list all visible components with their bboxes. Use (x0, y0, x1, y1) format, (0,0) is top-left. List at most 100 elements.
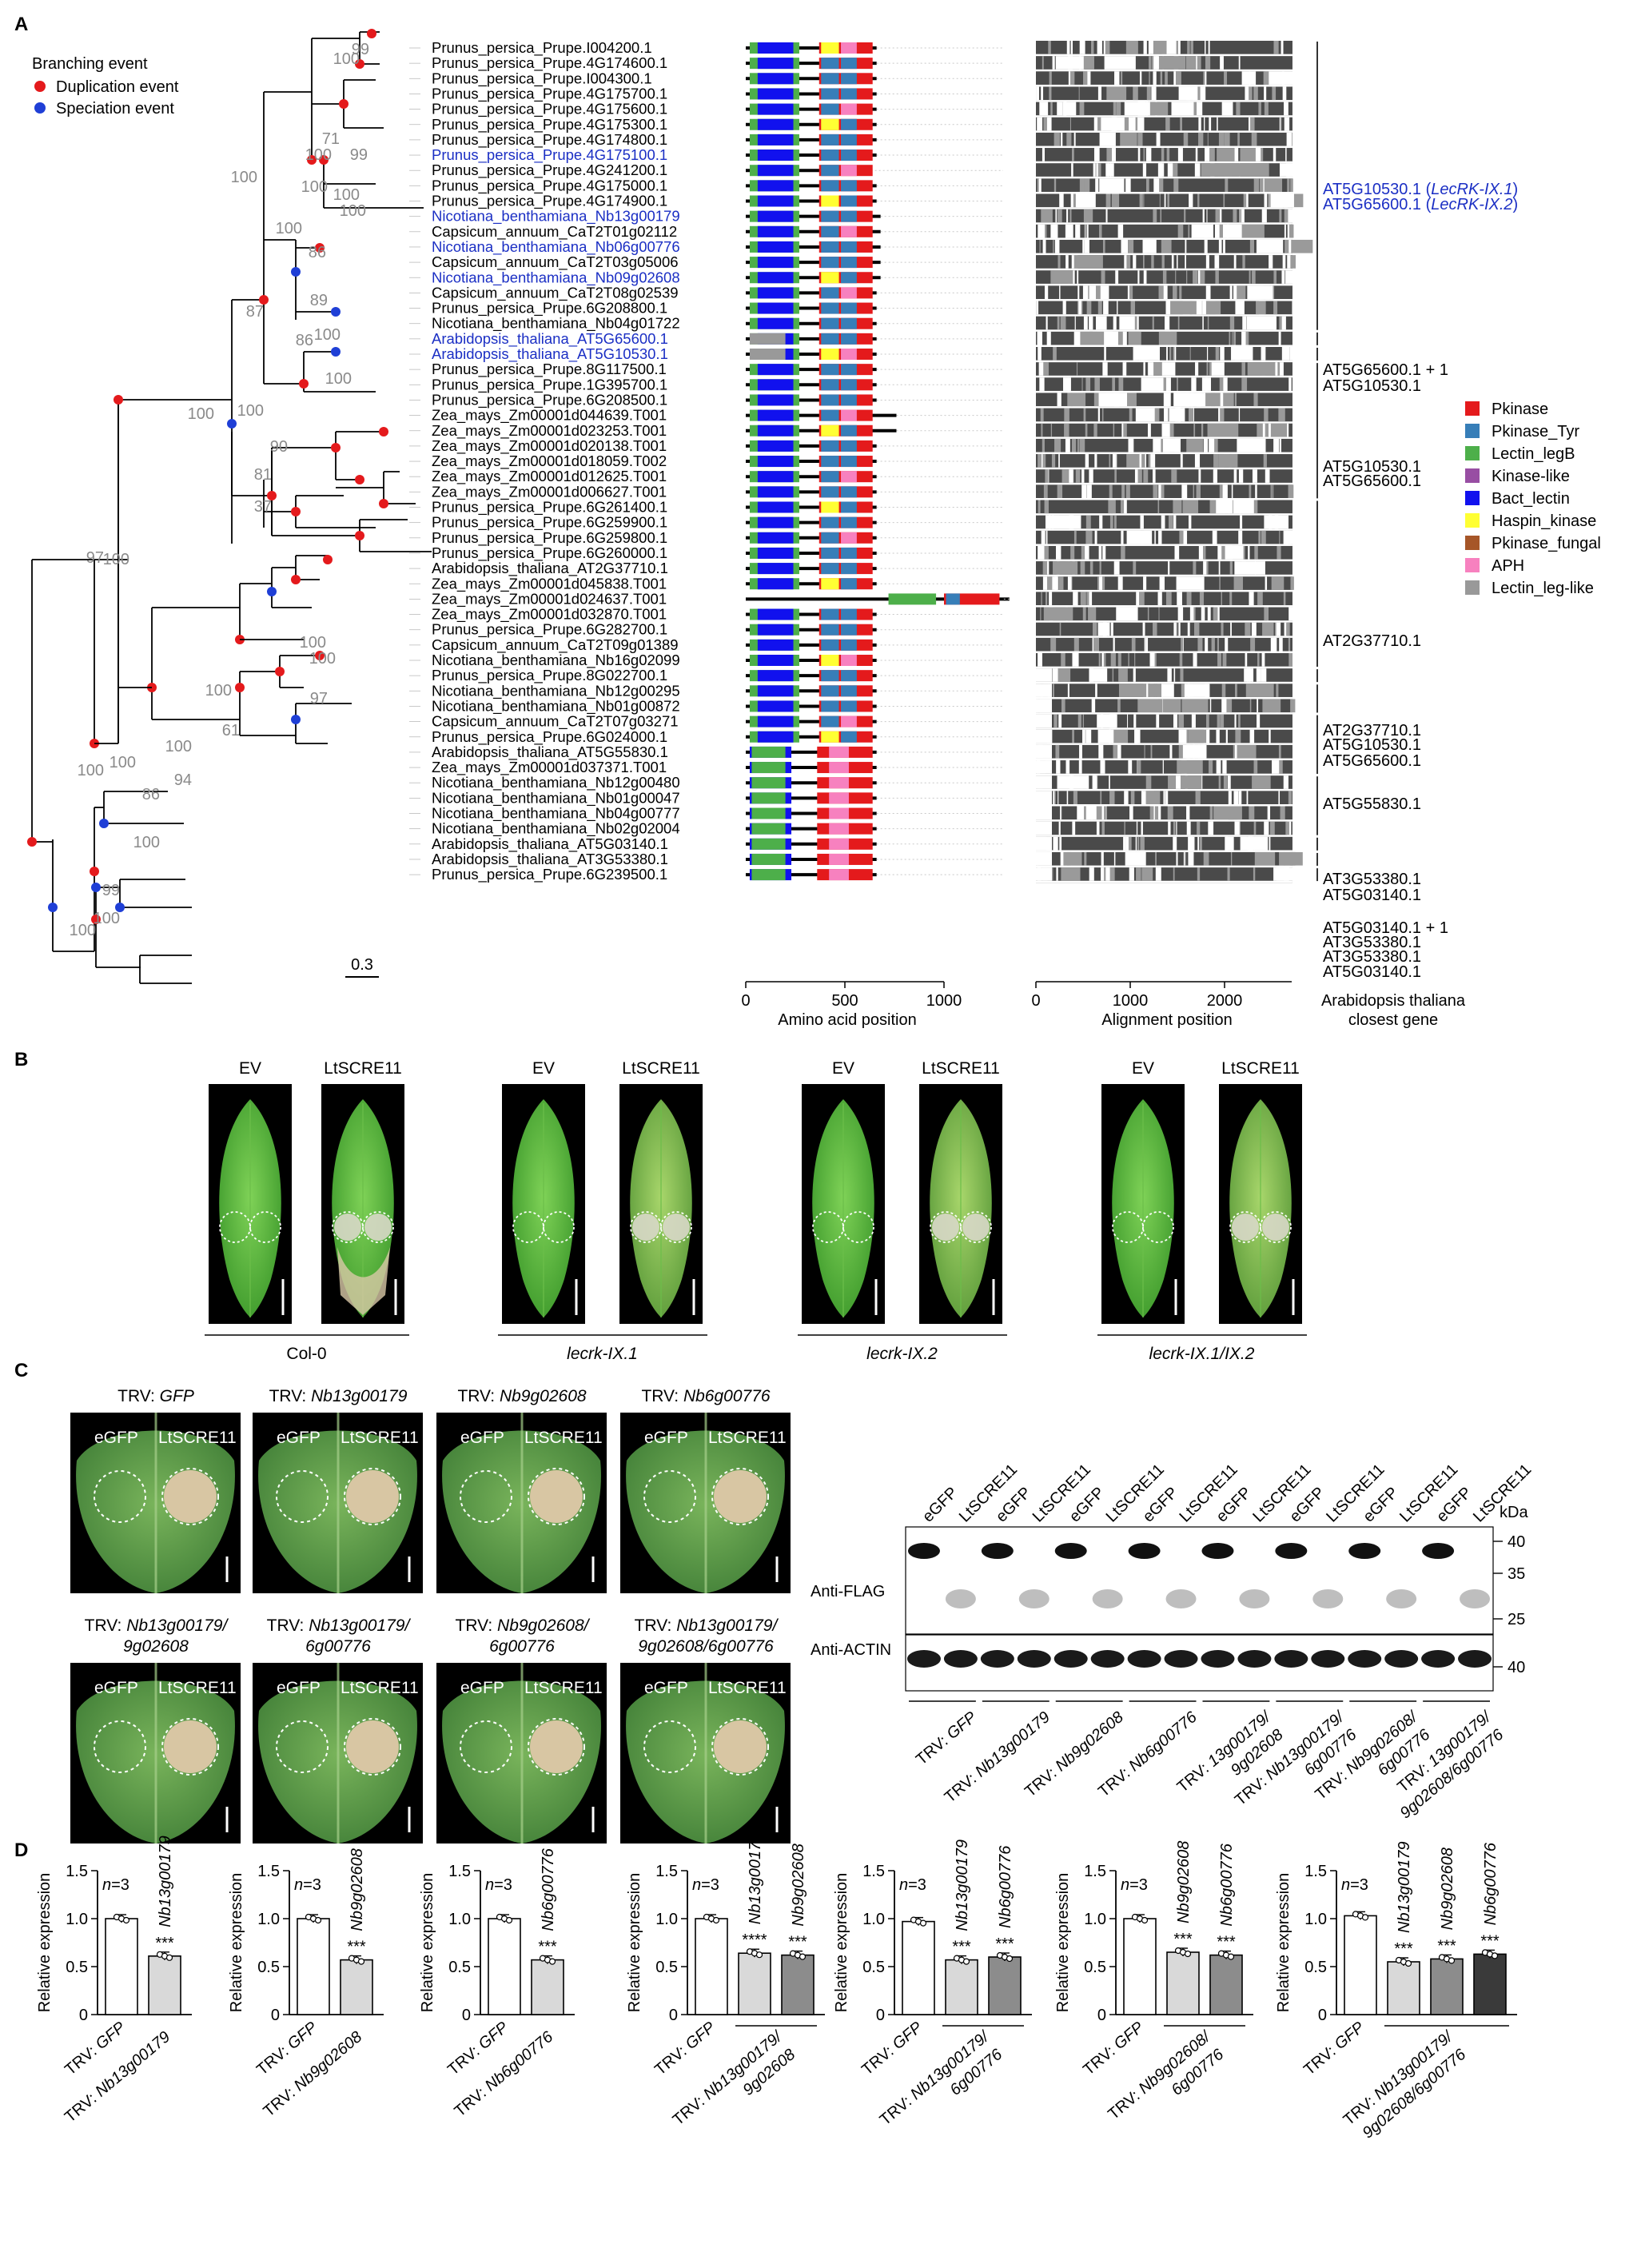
leaf-label: Prunus_persica_Prupe.4G175300.1 (432, 116, 667, 134)
alignment-gap (1148, 41, 1153, 54)
n-label: n=3 (899, 1876, 926, 1894)
alignment-gap (1273, 148, 1277, 161)
alignment-gap (1186, 393, 1193, 407)
n-label: n=3 (1121, 1876, 1148, 1894)
alignment-gap (1218, 239, 1222, 253)
flag-band-egfp (1422, 1543, 1455, 1559)
alignment-gap (1080, 561, 1085, 575)
alignment-gap (1197, 867, 1201, 881)
alignment-row-gap (1036, 880, 1292, 883)
alignment-gap (1204, 117, 1205, 131)
alignment-gap (1181, 729, 1187, 743)
alignment-gap (1111, 148, 1116, 161)
flag-band-egfp (907, 1543, 940, 1559)
domain-block (751, 777, 786, 789)
domain-block (821, 670, 839, 682)
alignment-gap (1203, 438, 1209, 452)
alignment-gap (1040, 408, 1044, 422)
alignment-gap (1154, 806, 1160, 820)
actin-band (980, 1650, 1014, 1668)
domain-block (821, 440, 839, 452)
alignment-gap (1187, 41, 1190, 54)
alignment-gap (1264, 86, 1267, 101)
alignment-gap (1261, 209, 1267, 223)
alignment-gap (1113, 729, 1129, 743)
alignment-row-gap (1036, 360, 1292, 363)
y-tick-label: 0.5 (1084, 1959, 1106, 1976)
alignment-gap (1240, 515, 1243, 529)
domain-block (841, 379, 857, 391)
duplication-node (275, 667, 285, 676)
alignment-row-gap (1036, 559, 1292, 562)
alignment-gap (1201, 775, 1203, 789)
domain-block (841, 655, 857, 666)
alignment-gap (1166, 362, 1176, 376)
alignment-gap (1243, 193, 1249, 208)
alignment-gap (1205, 148, 1210, 161)
alignment-gap (1089, 469, 1093, 483)
alignment-gap (1256, 301, 1266, 315)
domain-block (841, 501, 857, 513)
alignment-gap (1057, 209, 1062, 223)
alignment-gap (1136, 592, 1141, 606)
alignment-gap (1111, 193, 1120, 208)
replicate-point (1448, 1957, 1456, 1964)
alignment-gap (1062, 102, 1065, 116)
alignment-gap (1206, 714, 1209, 728)
alignment-gap (1238, 530, 1243, 544)
alignment-row-gap (1036, 192, 1292, 194)
flag-band-ltscre11 (1312, 1589, 1344, 1608)
alignment-gap (1144, 637, 1146, 652)
infiltration-circle (960, 1211, 992, 1243)
alignment-gap (1267, 806, 1271, 820)
domain-block (757, 195, 794, 207)
infiltration-circle (1142, 1211, 1174, 1243)
text-part: Nb9g02608 (500, 1387, 587, 1405)
y-tick-label: 1.5 (66, 1863, 88, 1880)
flag-band-ltscre11 (1092, 1589, 1123, 1608)
ltscre11-spot-label: LtSCRE11 (341, 1429, 419, 1447)
alignment-gap (1038, 362, 1044, 376)
alignment-gap (1123, 836, 1126, 851)
alignment-gap (1193, 423, 1196, 437)
alignment-gap (1113, 316, 1117, 330)
alignment-gap (1121, 71, 1123, 85)
n-label: n=3 (692, 1876, 719, 1894)
domain-block (757, 241, 794, 253)
domain-block (841, 364, 857, 376)
alignment-gap (1162, 760, 1164, 774)
alignment-gap (1284, 102, 1288, 116)
alignment-gap (1175, 545, 1180, 560)
infiltration-circle (930, 1211, 962, 1243)
text-part: ) (1513, 181, 1519, 198)
alignment-gap (1043, 117, 1047, 131)
flag-band-egfp (1275, 1543, 1308, 1559)
alignment-gap (1281, 270, 1285, 284)
domain-legend-swatch (1465, 513, 1480, 528)
alignment-row-gap (1036, 727, 1292, 730)
domain-block (821, 655, 839, 666)
domain-block (821, 149, 839, 161)
replicate-point (799, 1953, 807, 1960)
alignment-gap (1203, 71, 1206, 85)
alignment-gap (1279, 163, 1305, 177)
alignment-gap (1077, 438, 1078, 452)
alignment-gap (1129, 285, 1133, 300)
domain-block (757, 394, 794, 406)
alignment-gap (1102, 362, 1108, 376)
alignment-gap (1154, 791, 1159, 804)
text-part: Nb6g00776 (683, 1387, 771, 1405)
domain-block (757, 73, 794, 85)
alignment-gap (1281, 316, 1286, 330)
alignment-gap (1071, 163, 1073, 177)
alignment-gap (1061, 668, 1071, 682)
alignment-gap (1124, 821, 1125, 835)
alignment-gap (1057, 775, 1088, 789)
domain-block (841, 349, 857, 360)
domain-axis-tick-label: 500 (831, 992, 858, 1010)
alignment-gap (1104, 56, 1136, 70)
alignment-gap (1057, 102, 1062, 116)
flag-band-egfp (1348, 1543, 1381, 1559)
alignment-gap (1038, 454, 1042, 468)
